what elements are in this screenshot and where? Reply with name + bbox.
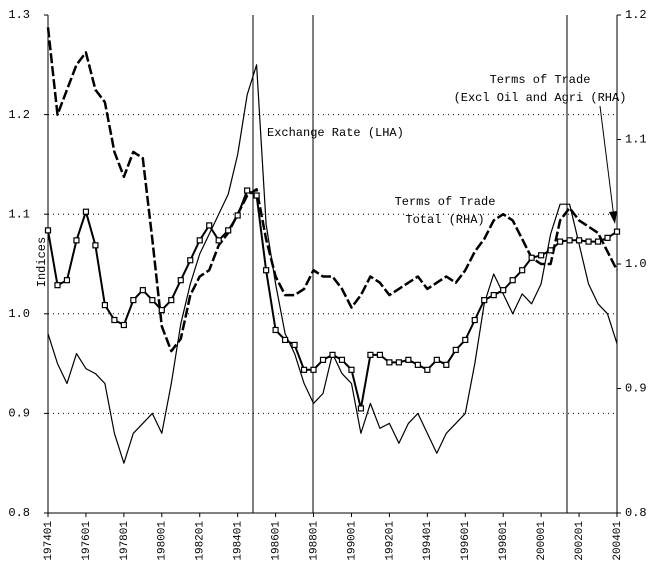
- marker: [462, 336, 469, 344]
- marker: [338, 356, 346, 363]
- marker: [82, 208, 90, 215]
- marker: [92, 242, 99, 249]
- marker: [386, 359, 393, 366]
- x-tick-label: 197801: [119, 521, 131, 561]
- y-tick-label: 1.1: [8, 207, 30, 221]
- marker: [424, 366, 431, 373]
- annotation: Terms of Trade: [395, 195, 496, 209]
- x-tick-label: 199601: [460, 521, 472, 561]
- marker: [206, 222, 213, 229]
- marker: [594, 238, 602, 245]
- marker: [281, 336, 289, 344]
- y-tick-label: 0.8: [8, 506, 30, 520]
- marker: [101, 301, 109, 309]
- y2-tick-label: 0.8: [625, 506, 647, 520]
- annotation: Total (RHA): [405, 213, 484, 227]
- marker: [414, 361, 421, 368]
- marker: [196, 237, 203, 244]
- marker: [263, 267, 270, 274]
- marker: [500, 287, 507, 294]
- x-tick-label: 200401: [612, 521, 624, 561]
- marker: [319, 356, 327, 363]
- y2-tick-label: 0.9: [625, 382, 647, 396]
- marker: [139, 287, 146, 294]
- x-tick-label: 200201: [574, 521, 586, 561]
- marker: [566, 237, 573, 244]
- marker: [575, 237, 583, 244]
- marker: [538, 252, 545, 259]
- marker: [376, 351, 384, 358]
- x-tick-label: 199801: [498, 521, 510, 561]
- x-tick-label: 197401: [43, 521, 55, 561]
- x-tick-label: 198601: [271, 521, 283, 561]
- annotation: Terms of Trade: [490, 73, 591, 87]
- marker: [604, 234, 611, 241]
- y2-tick-label: 1.0: [625, 257, 647, 271]
- marker: [433, 356, 440, 363]
- marker: [519, 267, 526, 274]
- marker: [367, 351, 374, 358]
- arrow-head: [609, 211, 617, 224]
- marker: [244, 187, 251, 194]
- marker: [158, 306, 165, 314]
- y2-tick-label: 1.1: [625, 133, 647, 147]
- marker: [149, 297, 156, 304]
- marker: [395, 359, 402, 366]
- marker: [168, 297, 175, 304]
- marker: [547, 247, 554, 254]
- marker: [443, 361, 450, 368]
- marker: [73, 237, 80, 244]
- marker: [63, 277, 71, 284]
- marker: [253, 192, 260, 199]
- x-tick-label: 199401: [422, 521, 434, 561]
- y-axis-label: Indices: [35, 237, 49, 287]
- y2-tick-label: 1.2: [625, 8, 647, 22]
- marker: [300, 366, 308, 373]
- y-tick-label: 1.2: [8, 108, 30, 122]
- marker: [613, 228, 621, 235]
- x-tick-label: 198401: [233, 521, 245, 561]
- annotation: (Excl Oil and Agri (RHA): [454, 91, 627, 105]
- y-tick-label: 0.9: [8, 407, 30, 421]
- x-tick-label: 199001: [346, 521, 358, 561]
- marker: [215, 237, 222, 244]
- marker: [585, 238, 592, 245]
- x-tick-label: 200001: [536, 521, 548, 561]
- marker: [272, 326, 279, 334]
- series-line: [46, 27, 619, 353]
- marker: [44, 227, 52, 234]
- marker: [120, 321, 127, 329]
- marker: [187, 257, 194, 264]
- marker: [490, 292, 497, 299]
- marker: [481, 297, 488, 304]
- marker: [291, 341, 298, 349]
- marker: [528, 254, 535, 261]
- marker: [310, 366, 317, 373]
- x-tick-label: 198801: [308, 521, 320, 561]
- marker: [177, 277, 184, 284]
- marker: [111, 316, 118, 324]
- x-tick-label: 198001: [157, 521, 169, 561]
- marker: [329, 351, 336, 358]
- marker: [357, 405, 365, 412]
- x-tick-label: 199201: [384, 521, 396, 561]
- marker: [225, 227, 232, 234]
- marker: [452, 346, 459, 354]
- marker: [54, 282, 61, 289]
- marker: [234, 212, 241, 219]
- y-tick-label: 1.0: [8, 307, 30, 321]
- marker: [348, 366, 355, 373]
- marker: [556, 238, 564, 245]
- annotation: Exchange Rate (LHA): [267, 126, 404, 140]
- marker: [471, 316, 478, 324]
- x-tick-label: 198201: [195, 521, 207, 561]
- annotation-arrow: [599, 105, 615, 219]
- y-tick-label: 1.3: [8, 8, 30, 22]
- marker: [509, 277, 516, 284]
- marker: [405, 356, 412, 363]
- marker: [130, 297, 137, 304]
- x-tick-label: 197601: [81, 521, 93, 561]
